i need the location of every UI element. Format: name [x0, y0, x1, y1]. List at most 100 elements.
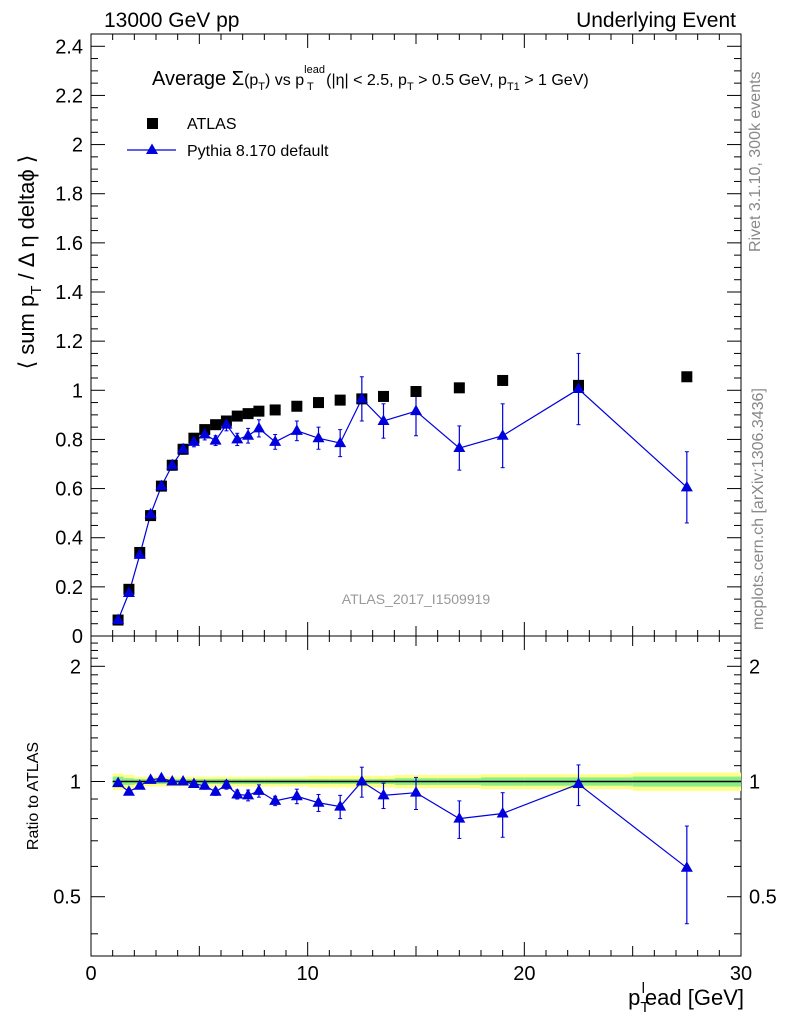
header-right: Underlying Event	[576, 9, 736, 32]
atlas-point	[378, 390, 389, 402]
pythia-point	[231, 432, 244, 444]
ratio-point	[155, 771, 168, 783]
pythia-point	[377, 414, 390, 425]
ratio-point	[334, 800, 347, 811]
pythia-point	[572, 382, 585, 394]
atlas-point	[313, 397, 324, 409]
pythia-point	[496, 429, 509, 440]
ratio-point	[166, 775, 179, 786]
atlas-point	[681, 371, 693, 383]
ratio-point	[242, 788, 255, 800]
ratio-point	[220, 778, 233, 789]
ratio-point	[198, 779, 211, 790]
ratio-point	[496, 806, 509, 818]
pythia-point	[112, 613, 125, 625]
pythia-point	[209, 434, 222, 445]
main-ytick-label: 0.4	[55, 528, 83, 550]
header-left: 13000 GeV pp	[104, 9, 239, 32]
atlas-point	[231, 410, 243, 422]
main-ticks: 0 0.2 0.4 0.6 0.8 1 1.2 1.4 1.6 1.8 2 2.2 2.4	[55, 34, 742, 648]
ratio-ytick-label: 2	[70, 656, 81, 678]
pythia-point	[355, 392, 368, 403]
ratio-point	[355, 775, 368, 786]
main-ytick-label: 2.4	[55, 36, 83, 58]
ratio-ylabel: Ratio to ATLAS	[25, 742, 42, 850]
ratio-ytick-label: 1	[70, 772, 81, 794]
ratio-point	[187, 777, 200, 789]
xtick-label: 30	[730, 963, 752, 985]
ratio-point	[231, 787, 244, 799]
legend-pythia-marker	[146, 143, 158, 154]
pythia-point	[198, 428, 211, 439]
xlabel: pTlead [GeV]	[628, 980, 744, 1016]
ratio-ytick-label-right: 0.5	[749, 887, 777, 909]
ratio-point	[209, 785, 222, 796]
ratio-point	[269, 794, 282, 805]
pythia-point	[410, 404, 422, 416]
main-ytick-label: 1.6	[55, 233, 83, 255]
pythia-point	[166, 458, 179, 470]
pythia-point	[220, 418, 233, 429]
main-ytick-label: 1.2	[55, 331, 83, 353]
main-ylabel: ⟨ sum pT / Δ η deltaϕ ⟩	[14, 155, 45, 370]
pythia-point	[252, 421, 265, 433]
legend-atlas-marker	[147, 118, 158, 129]
ratio-point	[112, 776, 125, 788]
ratio-point	[144, 773, 157, 784]
main-ytick-label: 2.2	[55, 85, 83, 107]
pythia-point	[312, 431, 325, 443]
ratio-ytick-label-right: 2	[749, 656, 760, 678]
main-ytick-label: 0.8	[55, 429, 83, 451]
atlas-point	[210, 419, 222, 431]
pythia-point	[453, 441, 466, 453]
ratio-ytick-label: 0.5	[53, 887, 81, 909]
xtick-label: 20	[513, 963, 535, 985]
pythia-point	[155, 479, 168, 491]
main-ytick-label: 1.4	[55, 282, 83, 304]
main-ytick-label: 0.6	[55, 479, 83, 501]
ratio-point	[177, 775, 190, 786]
pythia-point	[269, 435, 282, 446]
main-title: Average Σ(pT) vs plead T (|η| < 2.5, pT >…	[152, 64, 589, 93]
atlas-point	[253, 405, 265, 417]
pythia-point	[144, 507, 157, 519]
ratio-point	[680, 861, 693, 872]
ratio-line	[117, 777, 688, 869]
ratio-point	[133, 779, 146, 790]
pythia-point	[187, 435, 200, 446]
legend-atlas-label: ATLAS	[187, 116, 237, 133]
pythia-line	[117, 388, 688, 621]
ratio-point	[453, 812, 466, 823]
ratio-point	[377, 788, 390, 800]
ratio-point	[290, 789, 303, 801]
ratio-point	[572, 777, 585, 789]
analysis-watermark: ATLAS_2017_I1509919	[342, 591, 491, 607]
atlas-point	[291, 400, 303, 412]
xtick-label: 10	[297, 963, 319, 985]
rivet-label: Rivet 3.1.10, 300k events	[747, 71, 764, 252]
main-ytick-label: 0	[72, 626, 83, 648]
mcplots-label: mcplots.cern.ch [arXiv:1306.3436]	[750, 388, 767, 630]
pythia-point	[334, 436, 347, 448]
atlas-point	[410, 386, 422, 398]
main-ytick-label: 2	[72, 135, 83, 157]
ratio-point	[410, 786, 422, 797]
main-ytick-label: 1	[72, 380, 83, 402]
atlas-point	[334, 394, 346, 406]
ratio-point	[312, 796, 325, 807]
atlas-point	[497, 374, 509, 386]
atlas-point	[453, 382, 465, 394]
pythia-point	[242, 429, 255, 440]
atlas-point	[242, 408, 254, 420]
pythia-point	[680, 480, 693, 492]
pythia-point	[177, 442, 190, 454]
ratio-ticks: 0.5 0.51 12 20 10 20 30	[53, 636, 777, 985]
ratio-point	[252, 784, 265, 795]
main-ytick-label: 0.2	[55, 577, 83, 599]
ratio-ytick-label-right: 1	[749, 772, 760, 794]
pythia-point	[290, 424, 303, 435]
main-ytick-label: 1.8	[55, 184, 83, 206]
legend: ATLAS Pythia 8.170 default	[127, 116, 329, 160]
pythia-point	[122, 586, 135, 597]
